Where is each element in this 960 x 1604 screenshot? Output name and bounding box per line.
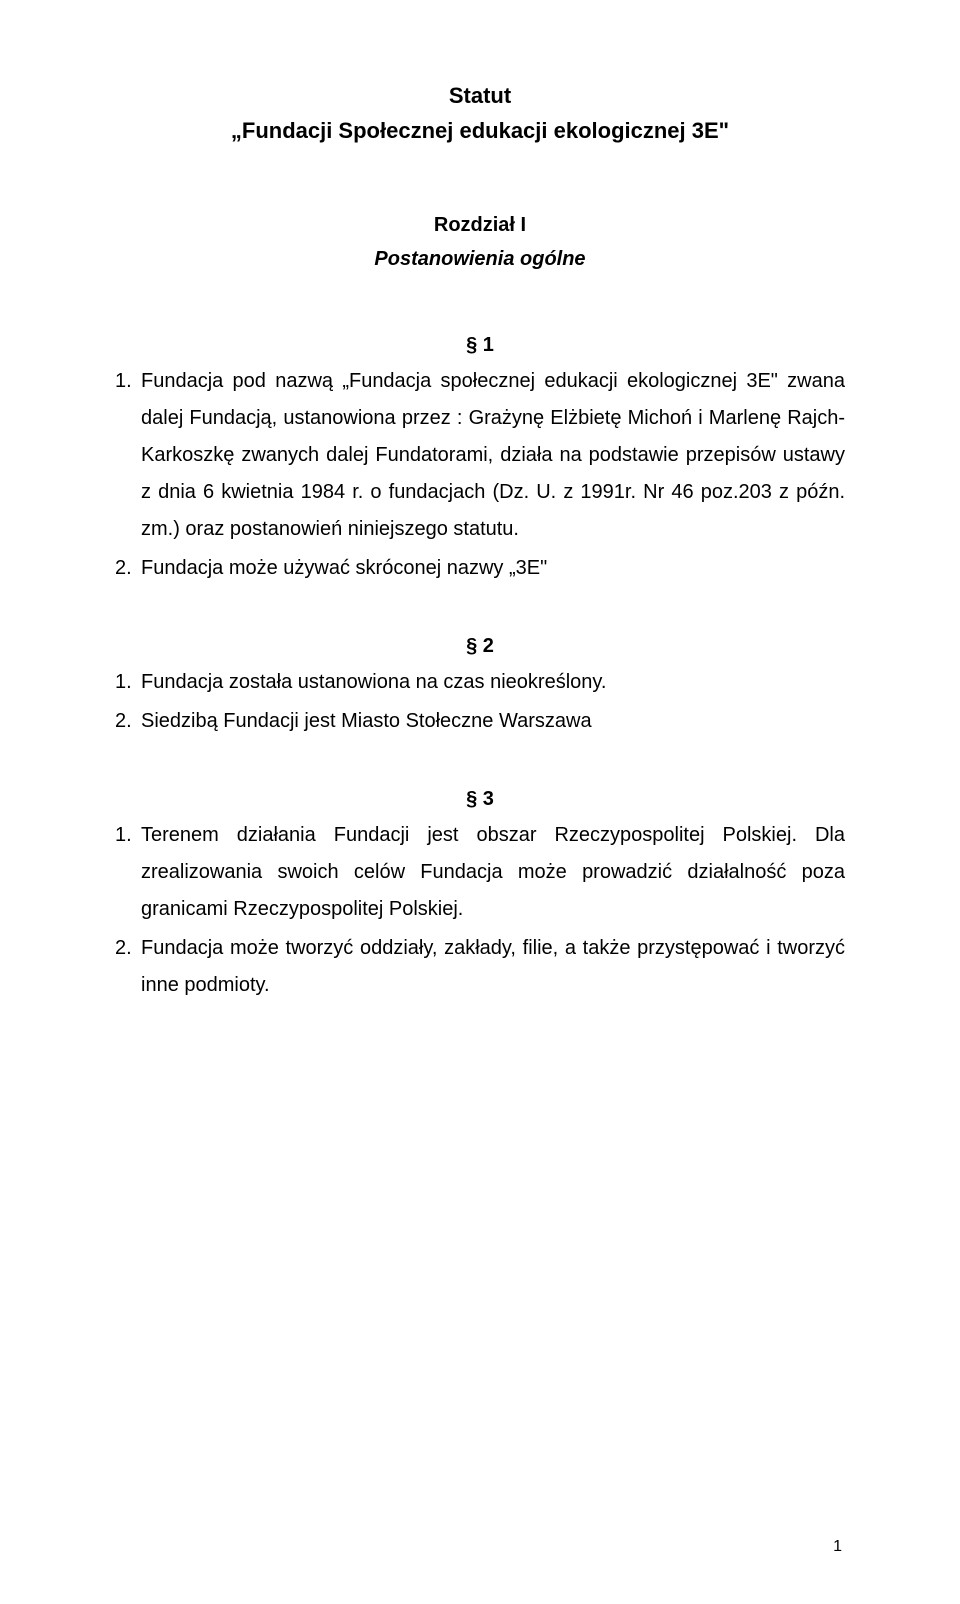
list-item: 2. Fundacja może tworzyć oddziały, zakła… [115,930,845,1004]
chapter-label: Rozdział I [115,210,845,240]
title-line-1: Statut [115,78,845,113]
item-number: 1. [115,363,141,548]
item-number: 2. [115,930,141,1004]
item-number: 1. [115,817,141,928]
item-number: 1. [115,664,141,701]
list-item: 1. Terenem działania Fundacji jest obsza… [115,817,845,928]
page-number: 1 [833,1538,842,1556]
item-number: 2. [115,550,141,587]
list-item: 2. Fundacja może używać skróconej nazwy … [115,550,845,587]
list-item: 2. Siedzibą Fundacji jest Miasto Stołecz… [115,703,845,740]
list-item: 1. Fundacja pod nazwą „Fundacja społeczn… [115,363,845,548]
chapter-heading: Rozdział I Postanowienia ogólne [115,210,845,274]
section-2-body: 1. Fundacja została ustanowiona na czas … [115,664,845,740]
document-title-block: Statut „Fundacji Społecznej edukacji eko… [115,78,845,148]
item-number: 2. [115,703,141,740]
item-text: Fundacja może używać skróconej nazwy „3E… [141,550,845,587]
title-line-2: „Fundacji Społecznej edukacji ekologiczn… [115,113,845,148]
section-3-number: § 3 [115,788,845,811]
chapter-name: Postanowienia ogólne [115,244,845,274]
item-text: Terenem działania Fundacji jest obszar R… [141,817,845,928]
item-text: Fundacja pod nazwą „Fundacja społecznej … [141,363,845,548]
section-2-number: § 2 [115,635,845,658]
item-text: Fundacja została ustanowiona na czas nie… [141,664,845,701]
item-text: Fundacja może tworzyć oddziały, zakłady,… [141,930,845,1004]
list-item: 1. Fundacja została ustanowiona na czas … [115,664,845,701]
section-1-number: § 1 [115,334,845,357]
section-1-body: 1. Fundacja pod nazwą „Fundacja społeczn… [115,363,845,587]
item-text: Siedzibą Fundacji jest Miasto Stołeczne … [141,703,845,740]
section-3-body: 1. Terenem działania Fundacji jest obsza… [115,817,845,1004]
